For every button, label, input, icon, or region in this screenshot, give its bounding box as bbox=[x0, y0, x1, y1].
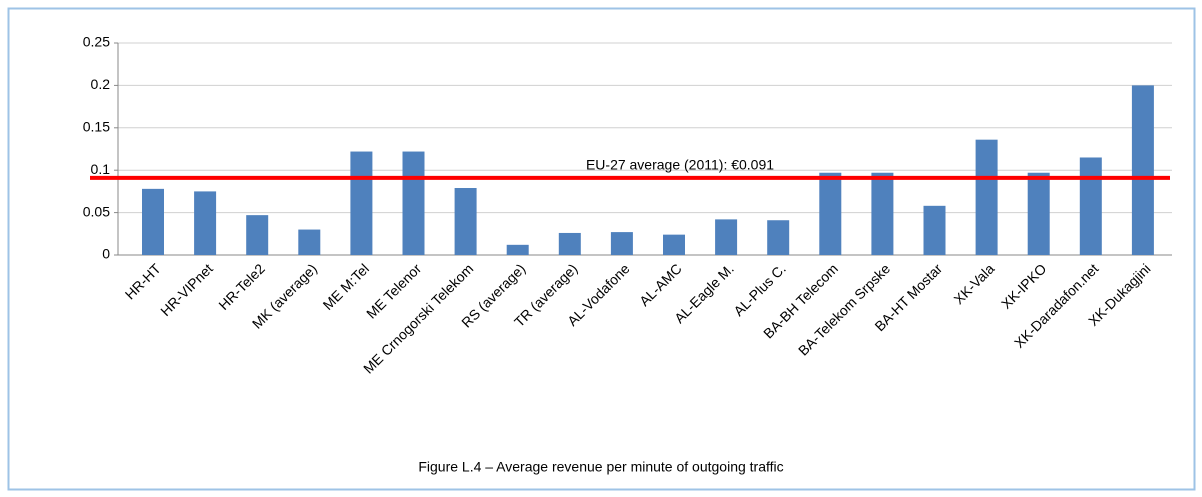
bar bbox=[298, 229, 321, 255]
bar bbox=[454, 188, 477, 255]
y-tick-label: 0.1 bbox=[91, 161, 111, 177]
bar bbox=[610, 232, 633, 255]
y-tick-label: 0.15 bbox=[83, 119, 110, 135]
caption: Figure L.4 – Average revenue per minute … bbox=[418, 459, 783, 475]
bar bbox=[871, 172, 894, 255]
y-tick-label: 0.05 bbox=[83, 203, 110, 219]
bar bbox=[923, 205, 946, 255]
bar bbox=[1079, 157, 1102, 255]
bar bbox=[767, 220, 790, 255]
bar bbox=[663, 234, 685, 255]
bar bbox=[715, 219, 738, 255]
bar bbox=[350, 151, 373, 255]
reference-label: EU-27 average (2011): €0.091 bbox=[586, 157, 774, 173]
y-tick-label: 0.2 bbox=[91, 76, 111, 92]
bar bbox=[246, 215, 269, 255]
bar bbox=[506, 244, 529, 255]
y-tick-label: 0 bbox=[102, 246, 110, 262]
bar bbox=[142, 188, 164, 255]
y-tick-label: 0.25 bbox=[83, 34, 110, 50]
bar bbox=[975, 139, 998, 255]
bar bbox=[402, 151, 425, 255]
bar bbox=[558, 232, 581, 255]
bar bbox=[819, 172, 842, 255]
bar bbox=[1027, 172, 1050, 255]
bar bbox=[1131, 85, 1154, 256]
bar bbox=[194, 191, 217, 255]
figure-frame bbox=[7, 7, 1196, 491]
